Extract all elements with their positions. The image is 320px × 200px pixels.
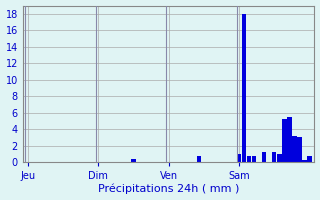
Bar: [247, 156, 251, 162]
Bar: [297, 137, 302, 162]
Bar: [252, 156, 256, 162]
Bar: [262, 152, 267, 162]
Bar: [196, 156, 201, 162]
Bar: [242, 14, 246, 162]
Bar: [237, 154, 241, 162]
Bar: [131, 159, 136, 162]
Bar: [307, 156, 312, 162]
Bar: [272, 152, 276, 162]
Bar: [292, 136, 297, 162]
Bar: [277, 154, 282, 162]
X-axis label: Précipitations 24h ( mm ): Précipitations 24h ( mm ): [98, 184, 239, 194]
Bar: [287, 117, 292, 162]
Bar: [282, 119, 286, 162]
Bar: [302, 160, 307, 162]
